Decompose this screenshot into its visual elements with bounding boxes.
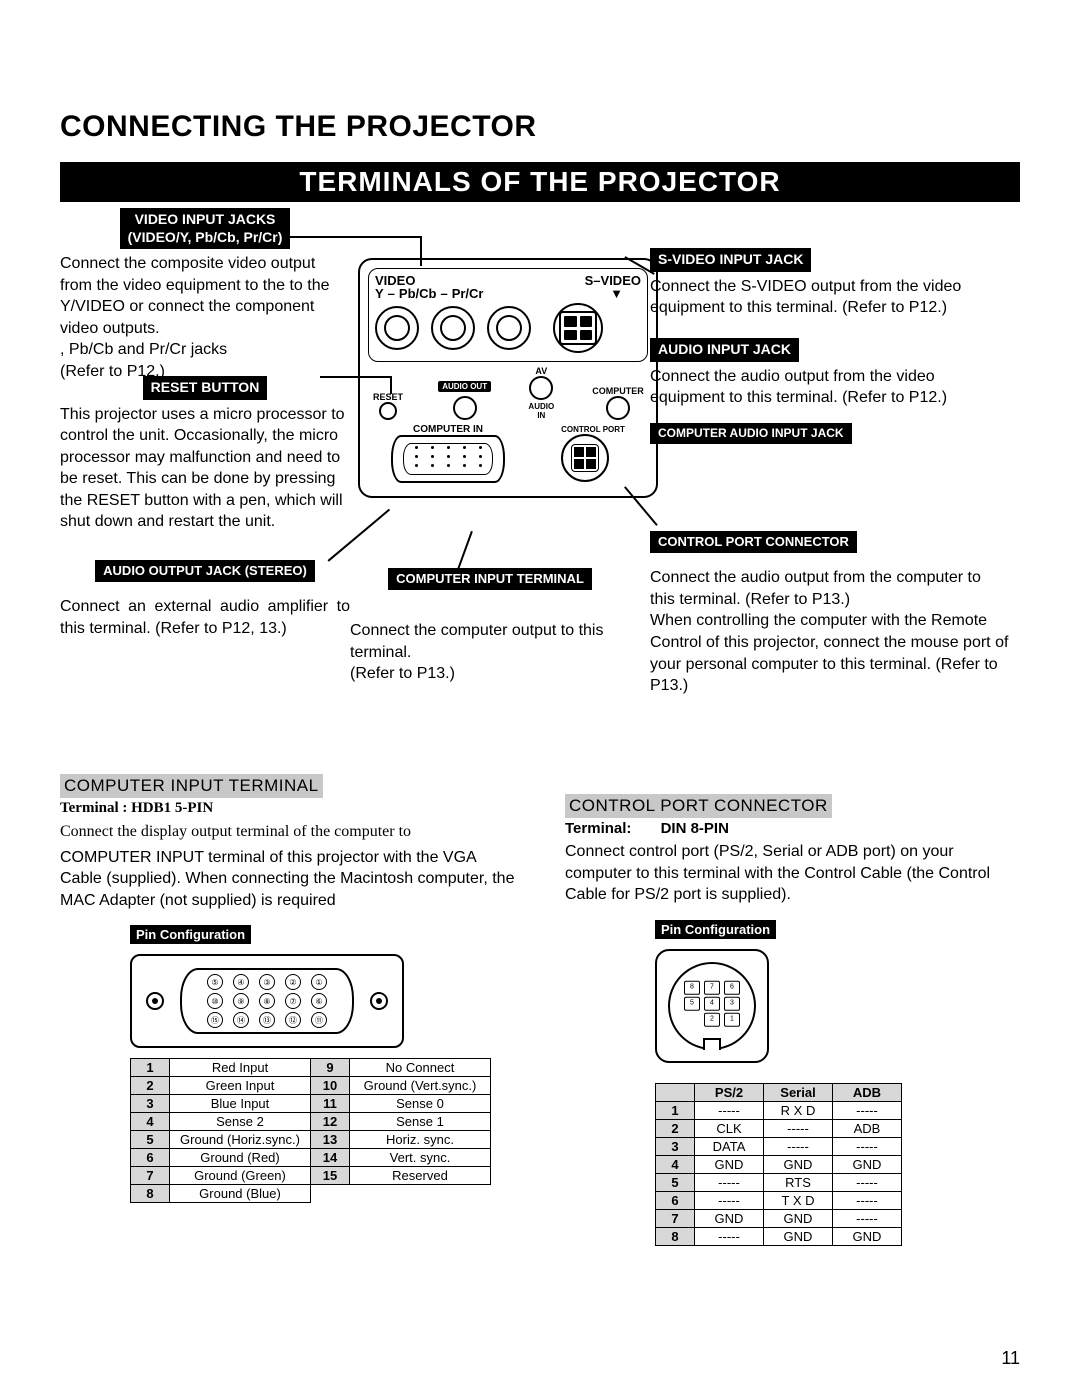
diagram-pbcb-label: Pb/Cb — [399, 286, 437, 301]
vga-desc-line1: Connect the display output terminal of t… — [60, 821, 515, 843]
computer-input-terminal-heading: COMPUTER INPUT TERMINAL — [60, 774, 323, 798]
control-port-icon — [561, 434, 609, 482]
computer-input-terminal-section: COMPUTER INPUT TERMINAL Terminal : HDB1 … — [60, 774, 515, 1246]
vga-desc-rest: COMPUTER INPUT terminal of this projecto… — [60, 847, 515, 912]
audio-jack-icon — [453, 396, 477, 420]
main-title: CONNECTING THE PROJECTOR — [60, 110, 1020, 144]
vga-pin-table: 1Red Input9No Connect2Green Input10Groun… — [130, 1058, 491, 1203]
reset-button-icon — [379, 402, 397, 420]
page: CONNECTING THE PROJECTOR TERMINALS OF TH… — [0, 0, 1080, 1397]
control-port-connector-heading: CONTROL PORT CONNECTOR — [565, 794, 832, 818]
audio-jack-icon — [529, 376, 553, 400]
control-port-connector-desc: Connect the audio output from the comput… — [650, 567, 1010, 697]
control-port-connector-section: CONTROL PORT CONNECTOR Terminal: DIN 8-P… — [565, 794, 1020, 1246]
vga-port-icon — [391, 435, 505, 483]
video-input-jacks-desc: Connect the composite video output from … — [60, 253, 350, 383]
terminals-banner: TERMINALS OF THE PROJECTOR — [60, 162, 1020, 202]
diagram-av-label: AV — [521, 366, 561, 376]
diagram-control-port-label: CONTROL PORT — [561, 425, 625, 434]
audio-input-jack-label: AUDIO INPUT JACK — [650, 338, 799, 362]
rca-jack-icon — [487, 306, 531, 350]
page-number: 11 — [1001, 1348, 1020, 1369]
video-input-jacks-label: VIDEO INPUT JACKS (VIDEO/Y, Pb/Cb, Pr/Cr… — [120, 208, 291, 249]
computer-input-terminal-desc: Connect the computer output to this term… — [350, 620, 630, 685]
pin-config-section: COMPUTER INPUT TERMINAL Terminal : HDB1 … — [60, 774, 1020, 1246]
diagram-computer-label: COMPUTER — [588, 386, 648, 396]
diagram-audio-out-label: AUDIO OUT — [438, 381, 491, 392]
diagram-y-label: Y — [375, 286, 384, 301]
rca-jack-icon — [375, 306, 419, 350]
terminal-panel-diagram: VIDEO S–VIDEO Y – Pb/Cb – Pr/Cr ▼ — [358, 258, 658, 498]
svideo-jack-icon — [553, 303, 603, 353]
reset-button-desc: This projector uses a micro processor to… — [60, 404, 350, 534]
vga-connector-drawing: ⑤④③②① ⑩⑨⑧⑦⑥ ⑮⑭⑬⑫⑪ — [130, 954, 404, 1048]
diagram-reset-label: RESET — [368, 392, 408, 402]
reset-button-label: RESET BUTTON — [143, 376, 268, 400]
pin-configuration-label: Pin Configuration — [130, 925, 251, 944]
svideo-input-jack-desc: Connect the S-VIDEO output from the vide… — [650, 276, 1010, 319]
audio-output-jack-desc: Connect an external audio amplifier to t… — [60, 596, 350, 639]
control-port-connector-label: CONTROL PORT CONNECTOR — [650, 531, 857, 553]
din8-connector-drawing: 876 543 21 — [655, 949, 769, 1063]
hdb15-terminal-line: Terminal : HDB1 5-PIN — [60, 800, 515, 817]
rca-jack-icon — [431, 306, 475, 350]
diagram-audio-in-label: AUDIO IN — [521, 402, 561, 420]
computer-audio-input-jack-label: COMPUTER AUDIO INPUT JACK — [650, 423, 852, 444]
diagram-computer-in-label: COMPUTER IN — [391, 424, 505, 435]
din8-terminal-line: Terminal: DIN 8-PIN — [565, 820, 1020, 837]
audio-output-jack-label: AUDIO OUTPUT JACK (STEREO) — [95, 560, 315, 582]
svideo-input-jack-label: S-VIDEO INPUT JACK — [650, 248, 811, 272]
terminals-section: VIDEO INPUT JACKS (VIDEO/Y, Pb/Cb, Pr/Cr… — [60, 208, 1020, 768]
din8-pin-table: PS/2SerialADB1-----R X D-----2CLK-----AD… — [655, 1083, 902, 1246]
pin-configuration-label: Pin Configuration — [655, 920, 776, 939]
diagram-prcr-label: Pr/Cr — [452, 286, 484, 301]
audio-input-jack-desc: Connect the audio output from the video … — [650, 366, 1010, 409]
din8-desc: Connect control port (PS/2, Serial or AD… — [565, 841, 1020, 906]
computer-input-terminal-label: COMPUTER INPUT TERMINAL — [388, 568, 592, 590]
audio-jack-icon — [606, 396, 630, 420]
